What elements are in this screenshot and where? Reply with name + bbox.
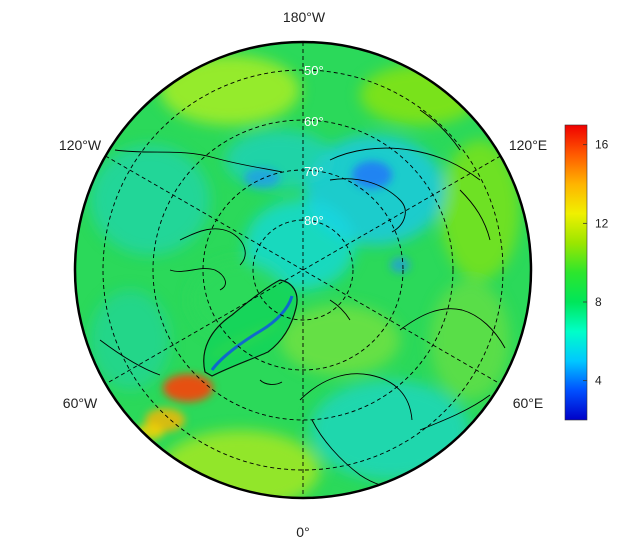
meridians — [105, 42, 501, 498]
parallel-label-60: 60° — [304, 114, 324, 129]
greenland-coast-blue — [210, 295, 294, 371]
meridian-label-0: 0° — [296, 524, 309, 540]
map-boundary — [73, 40, 533, 500]
meridian-label-60e: 60°E — [513, 395, 544, 411]
meridian-labels: 180°W 120°W 120°E 60°W 60°E 0° — [59, 9, 547, 540]
meridian-label-60w: 60°W — [63, 395, 98, 411]
parallel-labels: 50° 60° 70° 80° — [304, 63, 324, 228]
meridian-label-120w: 120°W — [59, 137, 102, 153]
meridian-label-180w: 180°W — [283, 9, 326, 25]
parallel-label-80: 80° — [304, 213, 324, 228]
meridian-label-120e: 120°E — [509, 137, 547, 153]
colorbar-rect — [564, 124, 588, 421]
greenland-outline — [203, 279, 298, 377]
parallel-label-50: 50° — [304, 63, 324, 78]
map-disc — [75, 42, 531, 498]
colorbar-tick-label: 4 — [595, 374, 602, 388]
colorbar-ticks: 4 8 12 16 — [583, 138, 609, 388]
colorbar-tick-label: 8 — [595, 295, 602, 309]
colorbar-tick-label: 16 — [595, 138, 609, 152]
parallel-label-70: 70° — [304, 164, 324, 179]
coastlines — [99, 109, 506, 489]
colorbar-tick-label: 12 — [595, 216, 609, 230]
colorbar: 4 8 12 16 — [564, 124, 609, 421]
